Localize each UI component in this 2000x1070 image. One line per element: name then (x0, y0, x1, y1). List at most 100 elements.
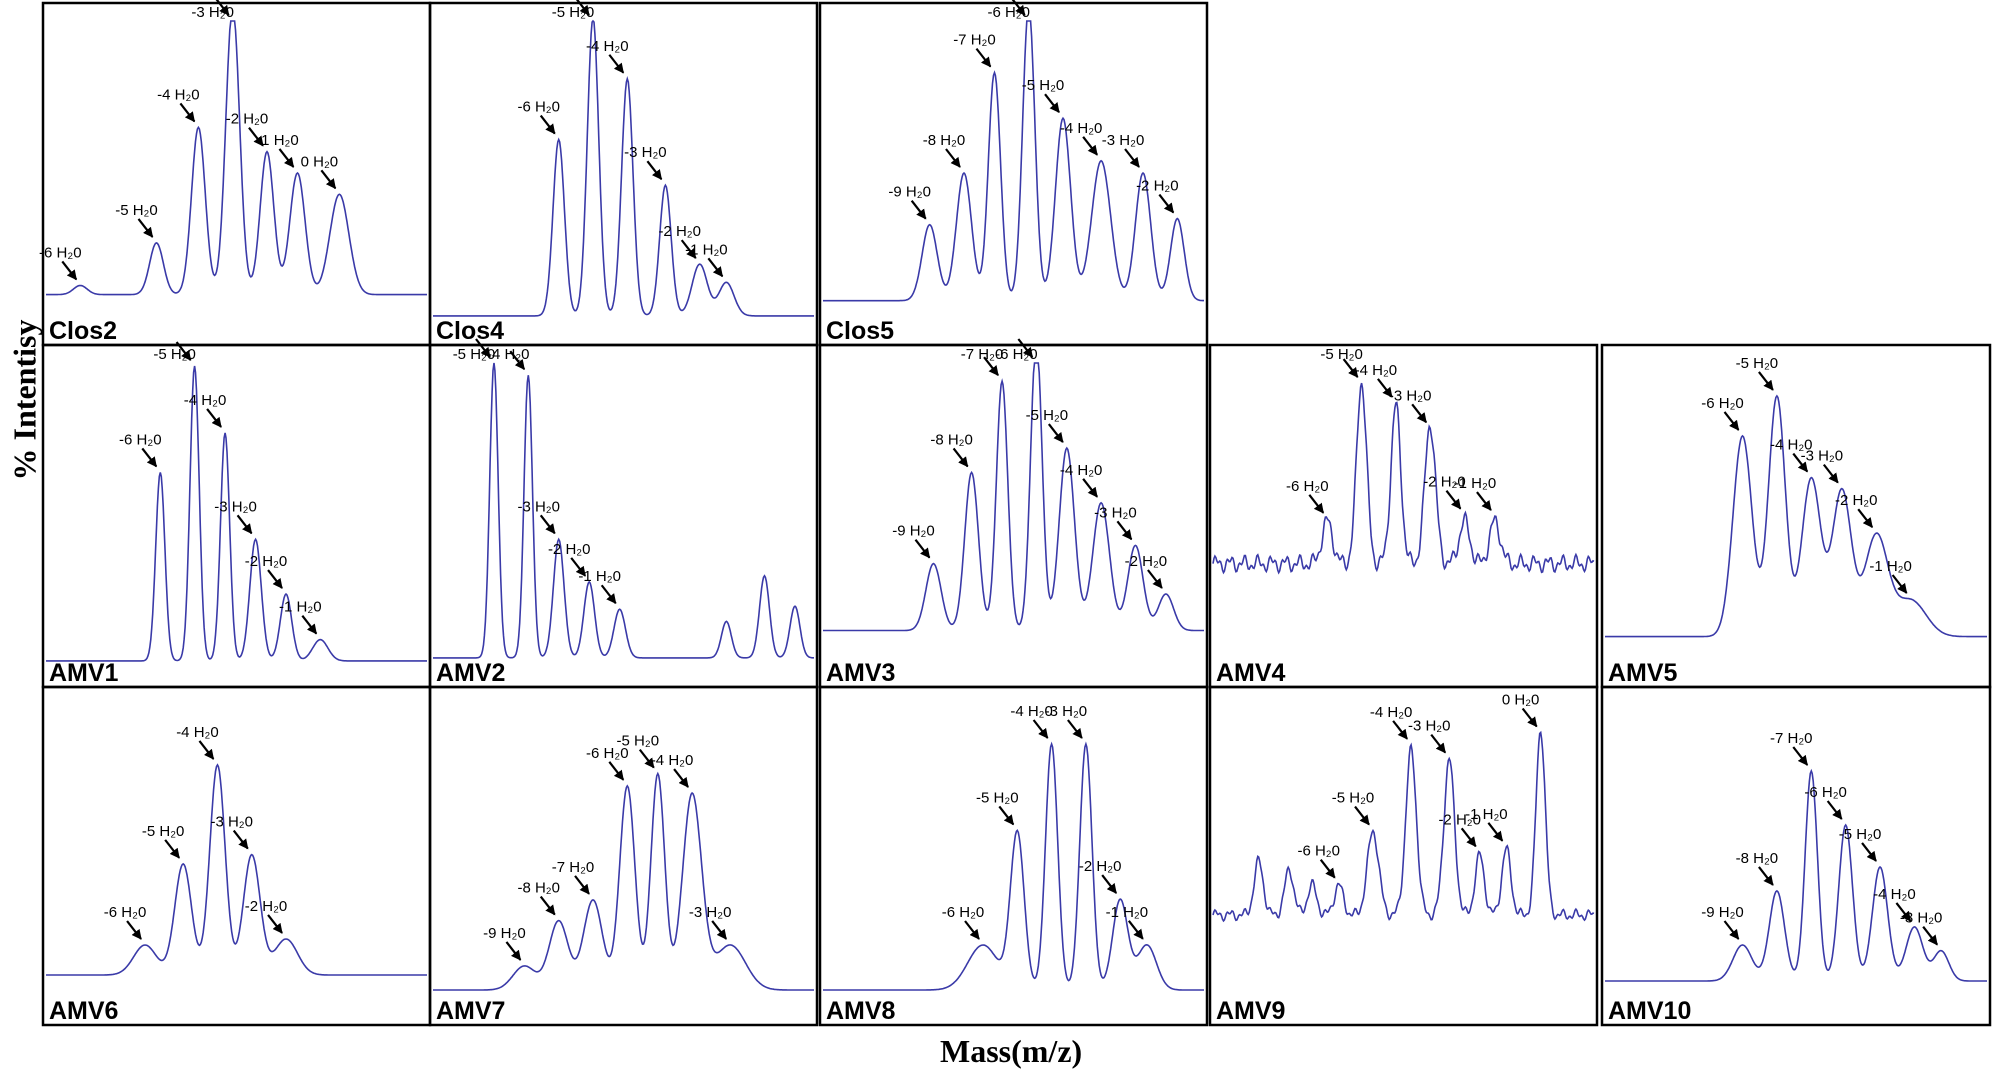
panel-frame (41, 343, 432, 689)
panel-amv6: AMV6 -6 H₂0 -5 H₂0 -4 H₂0 -3 H₂0 -2 H₂0 (41, 685, 432, 1027)
panel-label: AMV7 (436, 997, 505, 1025)
panel-label: AMV9 (1216, 997, 1285, 1025)
peak-arrow (1861, 842, 1877, 862)
panel-frame (428, 343, 819, 689)
spectrum-line (433, 19, 814, 317)
peak-arrow (1047, 423, 1064, 443)
peak-arrow (575, 0, 590, 16)
peak-arrow (61, 260, 78, 281)
peak-arrow (1895, 902, 1912, 922)
panel-label: AMV3 (826, 659, 895, 687)
peak-arrow (267, 914, 283, 934)
peak-label: -2 H₂0 (658, 223, 701, 240)
peak-arrow (680, 239, 697, 259)
panel-amv7: AMV7 -9 H₂0 -8 H₂0 -7 H₂0 -6 H₂0-5 H₂0 -4 H₂0… (428, 685, 819, 1027)
peak-arrow (1723, 411, 1740, 431)
peak-arrow (1032, 719, 1049, 739)
peak-arrow (910, 199, 927, 220)
peak-arrow (1826, 800, 1843, 820)
peak-label: -6 H₂0 (987, 4, 1030, 21)
peak-label: -6 H₂0 (39, 244, 82, 261)
panel-frame (818, 1, 1209, 347)
peak-label: -2 H₂0 (245, 898, 288, 915)
peak-label: -3 H₂0 (517, 498, 560, 515)
peak-label: -2 H₂0 (226, 111, 269, 128)
peak-arrow (638, 748, 655, 769)
panel-amv8: AMV8 -6 H₂0 -5 H₂0 -4 H₂0-3 H₂0 -2 H₂0 -1 H₂0 (818, 685, 1209, 1027)
peak-label: -3 H₂0 (1094, 504, 1137, 521)
peak-arrow (1116, 520, 1133, 541)
peak-arrow (1354, 805, 1370, 826)
peak-arrow (215, 0, 230, 16)
peak-arrow (1319, 859, 1336, 879)
peak-arrow (975, 47, 992, 68)
spectrum-line (823, 362, 1204, 632)
peak-arrow (248, 127, 264, 147)
panel-label: AMV2 (436, 659, 505, 687)
peak-label: -3 H₂0 (689, 904, 732, 921)
peak-label: -3 H₂0 (214, 498, 257, 515)
peak-label: -1 H₂0 (256, 132, 299, 149)
peak-arrow (707, 257, 724, 278)
peak-arrow (1067, 719, 1083, 739)
panel-label: AMV10 (1608, 997, 1691, 1025)
peak-label: -7 H₂0 (953, 32, 996, 49)
panel-clos5: Clos5 -9 H₂0 -8 H₂0 -7 H₂0 -6 H₂0 -5 H₂0 -4 H₂… (818, 0, 1209, 347)
peak-label: -3 H₂0 (1045, 703, 1088, 720)
peak-arrow (1521, 707, 1538, 728)
peak-arrow (539, 114, 556, 135)
peak-label: -4 H₂0 (1060, 120, 1103, 137)
peak-arrow (236, 514, 253, 535)
peak-label: -9 H₂0 (483, 925, 526, 942)
peak-label: -3 H₂0 (191, 4, 234, 21)
peak-label: -2 H₂0 (1079, 858, 1122, 875)
peak-label: -3 H₂0 (1900, 910, 1943, 927)
peak-arrow (1922, 925, 1939, 946)
peak-arrow (608, 54, 625, 74)
peak-arrow (1082, 478, 1098, 498)
peak-label: -7 H₂0 (552, 859, 595, 876)
peak-arrow (1011, 0, 1026, 16)
peak-arrow (1430, 733, 1447, 754)
spectrum-line (433, 362, 814, 659)
peak-label: -4 H₂0 (1010, 703, 1053, 720)
peak-label: -1 H₂0 (279, 599, 322, 616)
peak-arrow (1342, 358, 1359, 378)
peak-label: -3 H₂0 (624, 144, 667, 161)
peak-label: -6 H₂0 (517, 99, 560, 116)
peak-arrow (179, 102, 196, 123)
panel-label: AMV6 (49, 997, 118, 1025)
panel-frame (1208, 685, 1599, 1027)
peak-arrow (1101, 874, 1118, 894)
panel-amv1: AMV1 -6 H₂0 -5 H₂0 -4 H₂0 -3 H₂0 -2 H₂0 -1 H₂0 (41, 341, 432, 689)
peak-arrow (574, 875, 590, 895)
panel-label: Clos2 (49, 317, 117, 345)
panel-amv9: AMV9 -6 H₂0 -5 H₂0 -4 H₂0-3 H₂0 -2 H₂0-1 H₂0… (1208, 685, 1599, 1027)
peak-arrow (539, 895, 556, 916)
peak-arrow (1487, 822, 1504, 842)
peak-label: -5 H₂0 (1839, 826, 1882, 843)
panel-amv10: AMV10 -9 H₂0 -8 H₂0 -7 H₂0 -6 H₂0 -5 H₂0 -4 H₂… (1600, 685, 1992, 1027)
panel-label: AMV4 (1216, 659, 1286, 687)
peak-arrow (301, 614, 318, 635)
peak-label: -5 H₂0 (1736, 355, 1779, 372)
peak-label: -3 H₂0 (1801, 448, 1844, 465)
peak-label: -8 H₂0 (923, 132, 966, 149)
peak-arrow (278, 148, 295, 168)
peak-label: -1 H₂0 (578, 568, 621, 585)
peak-arrow (137, 218, 154, 238)
peak-arrow (570, 557, 587, 577)
peak-arrow (1822, 463, 1839, 484)
peak-arrow (964, 920, 980, 940)
peak-arrow (1758, 371, 1774, 391)
peak-arrow (711, 920, 728, 940)
peak-label: -6 H₂0 (1286, 478, 1329, 495)
panel-amv3: AMV3 -9 H₂0 -8 H₂0 -7 H₂0-6 H₂0 -5 H₂0 -4 H₂0… (818, 338, 1209, 689)
peak-arrow (600, 584, 617, 605)
peak-label: -6 H₂0 (995, 346, 1038, 363)
peak-label: -3 H₂0 (1102, 132, 1145, 149)
spectrum-line (1212, 730, 1595, 923)
peak-label: -5 H₂0 (617, 733, 660, 750)
panel-label: AMV8 (826, 997, 896, 1025)
